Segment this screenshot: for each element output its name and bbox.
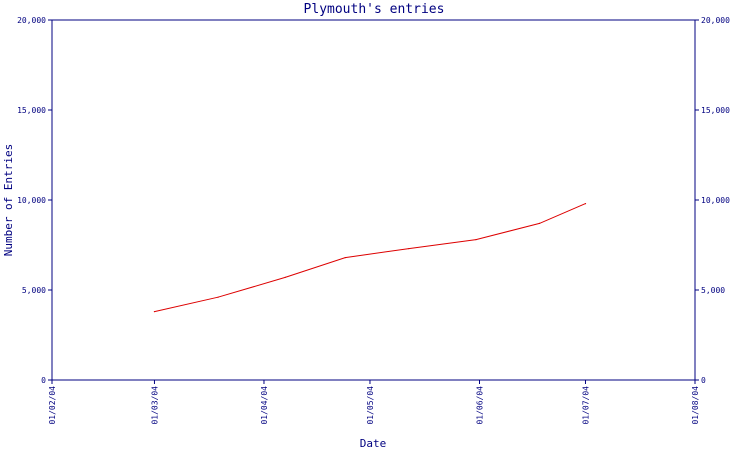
y-tick-label-right: 20,000	[701, 16, 730, 25]
data-point	[344, 257, 346, 259]
plot-area	[51, 19, 696, 381]
x-tick-label: 01/05/04	[366, 386, 375, 425]
y-tick-label-left: 0	[41, 376, 46, 385]
data-point	[217, 296, 219, 298]
data-point	[153, 311, 156, 313]
y-tick-label-right: 10,000	[701, 196, 730, 205]
x-tick-label: 01/07/04	[581, 386, 590, 425]
x-tick-label: 01/02/04	[48, 386, 57, 425]
x-tick-label: 01/08/04	[691, 386, 700, 425]
x-axis-label: Date	[360, 437, 387, 450]
y-tick-label-left: 15,000	[17, 106, 46, 115]
x-tick-label: 01/06/04	[475, 386, 484, 425]
series-line	[154, 203, 586, 313]
data-point	[284, 276, 286, 278]
y-tick-label-right: 0	[701, 376, 706, 385]
y-axis-left: 0 5,000 10,000 15,000 20,000	[17, 16, 52, 385]
y-tick-label-left: 10,000	[17, 196, 46, 205]
x-axis: 01/02/04 01/03/04 01/04/04 01/05/04 01/06/04…	[48, 380, 700, 425]
x-tick-label: 01/04/04	[260, 386, 269, 425]
y-axis-label: Number of Entries	[2, 144, 15, 257]
x-tick-label: 01/03/04	[150, 386, 159, 425]
y-axis-right: 0 5,000 10,000 15,000 20,000	[695, 16, 730, 385]
y-tick-label-left: 20,000	[17, 16, 46, 25]
data-point	[584, 203, 587, 205]
data-point	[408, 248, 410, 250]
y-tick-label-right: 5,000	[701, 286, 725, 295]
chart-title: Plymouth's entries	[304, 2, 445, 17]
data-point	[475, 239, 477, 241]
y-tick-label-right: 15,000	[701, 106, 730, 115]
data-point	[538, 222, 541, 224]
y-tick-label-left: 5,000	[22, 286, 46, 295]
series-group	[153, 203, 587, 313]
